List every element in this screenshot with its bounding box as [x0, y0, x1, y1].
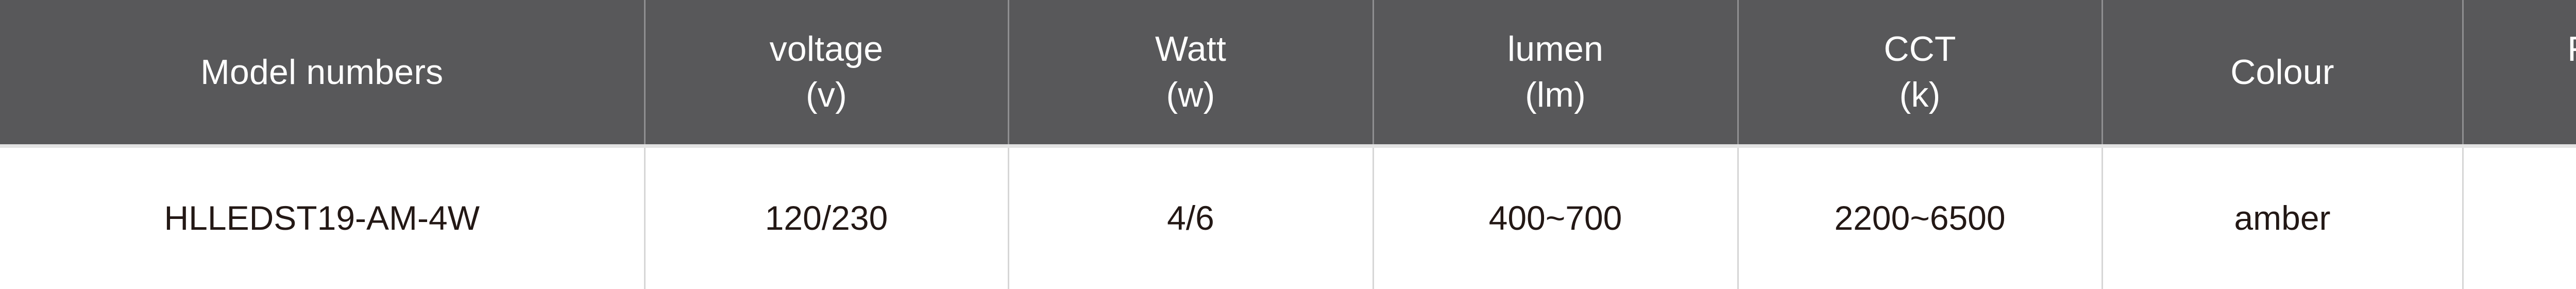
cell-model-numbers: HLLEDST19-AM-4W	[0, 146, 646, 289]
cell-lumen: 400~700	[1373, 146, 1739, 289]
column-header-watt-line2: (w)	[1166, 75, 1215, 114]
cell-model-numbers-value: HLLEDST19-AM-4W	[164, 198, 480, 237]
column-header-colour: Colour	[2102, 0, 2464, 148]
column-header-voltage-line2: (v)	[806, 75, 847, 114]
cell-colour-value: amber	[2234, 198, 2331, 237]
column-header-cct-line1: CCT	[1884, 29, 1956, 69]
cell-lumen-value: 400~700	[1488, 198, 1622, 237]
column-header-lumen-line2: (lm)	[1525, 75, 1586, 114]
column-header-cct: CCT (k)	[1738, 0, 2103, 148]
table-header-row: Model numbers voltage (v) Watt (w) lumen…	[0, 0, 2576, 148]
cell-cct: 2200~6500	[1738, 146, 2103, 289]
cell-filaments-count-value: 4	[2471, 196, 2576, 241]
column-header-filaments-count-line2: Count	[2471, 72, 2576, 117]
table-header: Model numbers voltage (v) Watt (w) lumen…	[0, 0, 2576, 148]
cell-watt: 4/6	[1008, 146, 1374, 289]
cell-voltage: 120/230	[645, 146, 1009, 289]
cell-filaments-count: 4	[2463, 146, 2576, 289]
column-header-model-numbers: Model numbers	[0, 0, 646, 148]
column-header-colour-line1: Colour	[2230, 52, 2334, 92]
cell-cct-value: 2200~6500	[1834, 198, 2006, 237]
column-header-cct-line2: (k)	[1899, 75, 1941, 114]
column-header-voltage: voltage (v)	[645, 0, 1009, 148]
column-header-filaments-count-line1: Filaments	[2471, 26, 2576, 72]
table-body: HLLEDST19-AM-4W 120/230 4/6 400~700 2200…	[0, 146, 2576, 289]
cell-voltage-value: 120/230	[765, 198, 888, 237]
cell-colour: amber	[2102, 146, 2464, 289]
column-header-lumen-line1: lumen	[1507, 29, 1604, 69]
column-header-voltage-line1: voltage	[769, 29, 884, 69]
column-header-watt: Watt (w)	[1008, 0, 1374, 148]
column-header-watt-line1: Watt	[1155, 29, 1227, 69]
column-header-model-numbers-line1: Model numbers	[200, 52, 444, 92]
column-header-filaments-count: Filaments Count	[2463, 0, 2576, 148]
cell-watt-value: 4/6	[1167, 198, 1214, 237]
column-header-lumen: lumen (lm)	[1373, 0, 1739, 148]
table-row: HLLEDST19-AM-4W 120/230 4/6 400~700 2200…	[0, 146, 2576, 289]
